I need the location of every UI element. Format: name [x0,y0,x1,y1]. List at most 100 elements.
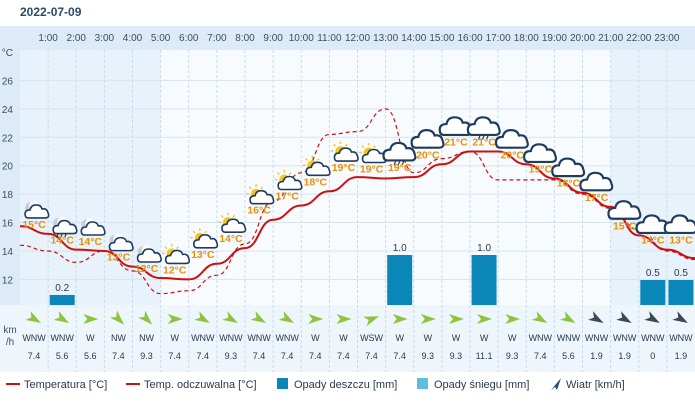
wind-speed-label: 9.3 [225,351,238,361]
wind-arrow-shape [250,311,266,323]
cloud-icon [551,157,586,178]
cloud-outline [52,219,78,235]
sun-ray [361,145,365,149]
wind-arrow-shape [109,310,125,325]
sun-cloud-icon [274,170,303,191]
wind-direction-label: W [170,333,179,343]
wind-arrow-icon [644,311,660,323]
night-cloud-icon [24,200,50,219]
wind-speed-label: 7.4 [534,351,547,361]
sun-ray [333,143,336,147]
cloud-shape [579,171,614,192]
temperature-value-label: 13°C [191,249,215,261]
wind-direction-label: W [395,333,404,343]
temperature-value-label: 13°C [107,252,131,264]
wind-direction-label: WNW [557,333,581,343]
wind-direction-label: W [86,333,95,343]
sun-ray [248,186,252,190]
y-tick-label: 22 [2,133,14,144]
cloud-outline [80,221,106,236]
sun-cloud-icon [218,212,247,233]
hour-label: 16:00 [457,33,482,44]
cloud-outline [221,218,247,233]
wind-direction-label: WNW [585,333,609,343]
sun-ray [164,246,168,249]
wind-direction-label: W [480,333,489,343]
rain-label: 0.5 [674,268,688,279]
cloud-shape [663,214,695,235]
temperature-value-label: 16°C [247,205,271,217]
wind-speed-label: 9.3 [450,351,463,361]
rain-drop [397,160,401,166]
cloud-shape [607,200,642,220]
cloud-rain-icon [466,116,501,140]
cloud-icon [663,214,695,235]
cloud-shape [136,248,162,263]
sun-ray [204,230,208,234]
wind-arrow-icon [616,311,632,323]
chart-grid [20,50,695,372]
temperature-value-label: 21°C [472,136,496,148]
night-shade-morning [20,50,161,305]
cloud-icon [607,200,642,220]
wind-speed-label: 5.6 [84,351,97,361]
hour-label: 3:00 [95,33,115,44]
rain-bar [387,255,413,305]
hour-label: 6:00 [179,33,199,44]
hour-label: 21:00 [598,33,623,44]
hour-label: 1:00 [38,33,58,44]
wind-direction-label: W [424,333,433,343]
wind-direction-label: WNW [613,333,637,343]
night-cloud-icon [136,244,162,263]
wind-arrow-shape [363,316,380,327]
wind-speed-label: 9.3 [506,351,519,361]
cloud-outline [193,233,219,249]
wind-arrow-icon [588,311,604,323]
sun-ray [288,172,292,176]
hour-header: 2022-07-09 1:00 2:00 3:00 4:00 5:00 6:00 7:00 8:… [20,5,680,44]
cloud-rain-icon [382,141,417,166]
wind-arrow-shape [559,311,576,323]
rain-drop [393,160,397,166]
cloud-shape [249,189,275,205]
hour-label: 19:00 [542,33,567,44]
hour-label: 22:00 [626,33,651,44]
temperature-value-label: 13°C [669,235,693,247]
cloud-shape [52,219,78,235]
temperature-value-label: 17°C [585,192,609,204]
temperature-value-label: 15°C [22,219,46,231]
rain-drop [478,135,481,140]
temperature-value-label: 21°C [444,136,468,148]
legend-rain-label: Opady deszczu [mm] [294,379,397,391]
rain-bars: 0.2 1.0 1.0 0.5 0.5 [49,243,694,305]
wind-unit-line2: /h [6,337,14,348]
wind-direction-label: WSW [360,333,383,343]
night-shade-evening [610,50,695,305]
wind-arrow-icon [559,311,576,323]
cloud-shape [24,204,50,219]
wind-speed-label: 5.6 [56,351,69,361]
cloud-icon [494,129,529,149]
cloud-shape [494,129,529,149]
wind-arrow-icon [250,311,266,323]
cloud-outline [24,204,50,219]
axis-band [0,26,20,372]
rain-bar [471,255,497,305]
cloud-shape [305,161,331,177]
rain-drop [486,135,489,140]
wind-direction-label: WNW [641,333,665,343]
wind-arrow-icon [531,311,548,323]
cloud-shape [193,233,219,249]
wind-speed-label: 1.9 [618,351,631,361]
rain-bar [640,280,666,305]
wind-arrow-icon [448,314,464,324]
cloud-outline [607,200,642,220]
wind-arrow-icon [167,314,183,324]
rain-drop [401,160,405,166]
y-axis: 12 14 16 18 20 22 24 26 °C [2,48,14,286]
sun-ray [220,214,224,218]
wind-direction-label: NW [111,333,126,343]
sun-ray [232,214,236,218]
